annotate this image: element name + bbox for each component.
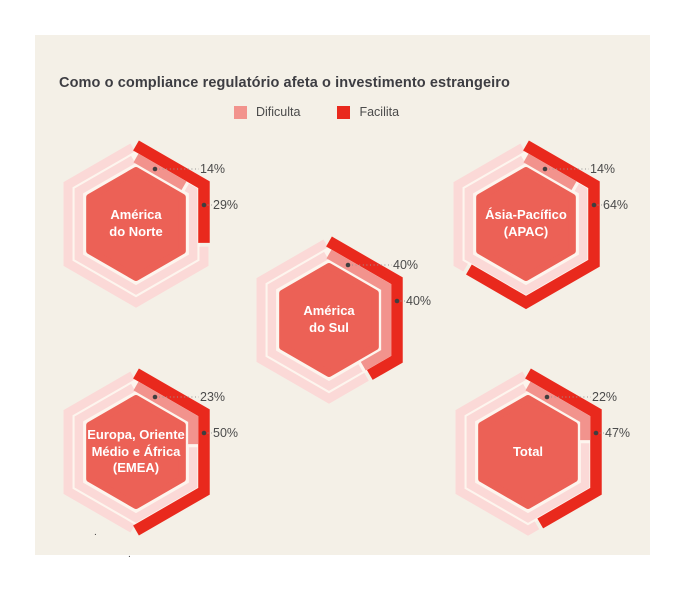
dificulta-marker-dot	[345, 262, 351, 268]
facilita-swatch-icon	[337, 105, 351, 119]
legend-label-dificulta: Dificulta	[256, 105, 301, 119]
dificulta-marker-dot	[152, 166, 158, 172]
hex-chart-total: Total 22% 47%	[440, 364, 670, 540]
facilita-track	[455, 368, 601, 536]
footnote-mark: .	[128, 549, 131, 560]
facilita-value-label: 40%	[406, 294, 432, 308]
hex-chart-svg	[454, 366, 604, 538]
facilita-marker-dot	[394, 298, 400, 304]
legend-item-dificulta: Dificulta	[234, 105, 300, 119]
dificulta-swatch-icon	[234, 105, 247, 119]
center-hexagon	[279, 263, 379, 377]
dificulta-track	[74, 381, 198, 523]
chart-panel: Como o compliance regulatório afeta o in…	[35, 35, 650, 560]
hex-chart-svg	[62, 366, 212, 538]
hex-rings	[452, 138, 602, 310]
facilita-track	[63, 368, 209, 536]
facilita-arc	[454, 366, 602, 538]
facilita-arc	[452, 138, 600, 310]
dificulta-value-label: 23%	[200, 390, 226, 404]
hex-chart-emea: Europa, Oriente Médio e África (EMEA) 23…	[48, 364, 278, 540]
dificulta-marker-dot	[542, 166, 548, 172]
dificulta-arc	[266, 248, 392, 392]
dificulta-track	[466, 381, 590, 523]
center-hexagon	[476, 167, 576, 281]
facilita-marker-dot	[593, 430, 599, 436]
facilita-arc	[255, 234, 403, 406]
facilita-arc	[62, 366, 210, 538]
footnote-mark: .	[94, 527, 97, 538]
facilita-marker-dot	[591, 202, 597, 208]
dificulta-track	[464, 153, 588, 295]
facilita-track	[63, 140, 209, 308]
dificulta-value-label: 14%	[200, 162, 226, 176]
facilita-value-label: 64%	[603, 198, 629, 212]
dificulta-track	[267, 249, 391, 391]
facilita-marker-dot	[201, 430, 207, 436]
chart-title: Como o compliance regulatório afeta o in…	[59, 75, 510, 91]
legend: Dificulta Facilita	[234, 105, 399, 119]
hex-rings	[255, 234, 405, 406]
dificulta-arc	[73, 380, 199, 524]
hex-chart-svg	[62, 138, 212, 310]
facilita-track	[256, 236, 402, 404]
dificulta-marker-dot	[152, 394, 158, 400]
facilita-value-label: 47%	[605, 426, 631, 440]
hex-chart-svg	[255, 234, 405, 406]
hex-chart-asia-pacifico: Ásia-Pacífico (APAC) 14% 64%	[438, 136, 668, 312]
facilita-track	[453, 140, 599, 308]
legend-label-facilita: Facilita	[359, 105, 400, 119]
dificulta-value-label: 14%	[590, 162, 616, 176]
center-hexagon	[86, 167, 186, 281]
dificulta-track	[74, 153, 198, 295]
dificulta-value-label: 40%	[393, 258, 419, 272]
facilita-marker-dot	[201, 202, 207, 208]
hex-rings	[62, 366, 212, 538]
center-hexagon	[86, 395, 186, 509]
center-hexagon	[478, 395, 578, 509]
hex-chart-svg	[452, 138, 602, 310]
dificulta-arc	[465, 380, 591, 524]
legend-item-facilita: Facilita	[337, 105, 399, 119]
dificulta-value-label: 22%	[592, 390, 618, 404]
facilita-arc	[62, 138, 210, 310]
facilita-value-label: 50%	[213, 426, 239, 440]
hex-rings	[62, 138, 212, 310]
hex-rings	[454, 366, 604, 538]
dificulta-marker-dot	[544, 394, 550, 400]
facilita-value-label: 29%	[213, 198, 239, 212]
